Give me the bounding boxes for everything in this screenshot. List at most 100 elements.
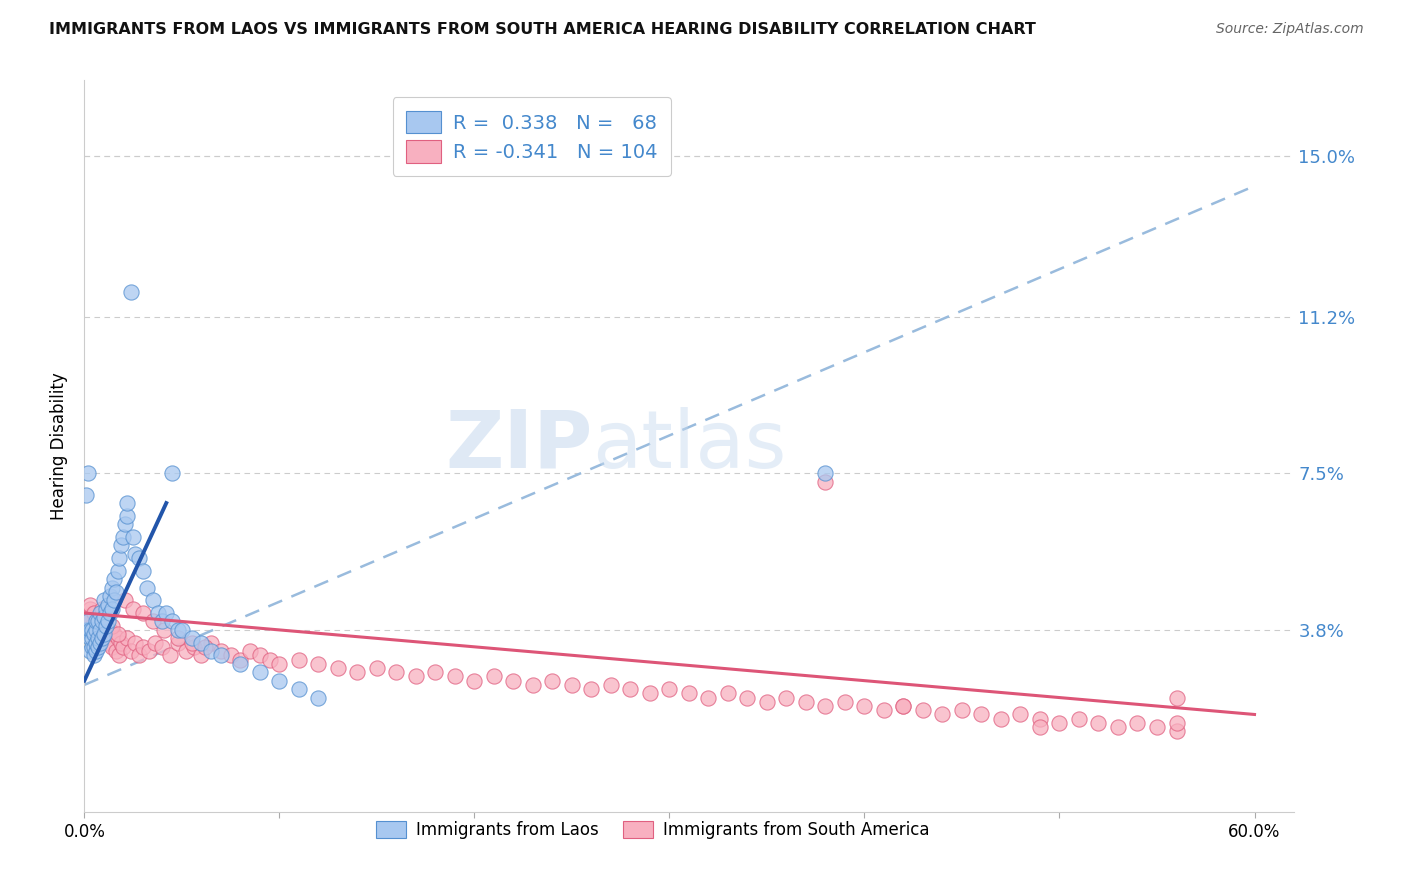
Point (970, 707, 993, 722)
Point (84, 635, 107, 649)
Point (326, 661, 349, 675)
Point (522, 678, 544, 692)
Point (1067, 712, 1090, 726)
Point (658, 682, 681, 697)
Point (132, 606, 155, 620)
Point (190, 648, 212, 663)
Point (911, 703, 934, 717)
Point (581, 682, 603, 697)
Point (120, 644, 142, 658)
Point (307, 690, 329, 705)
Point (990, 712, 1012, 726)
Point (107, 632, 129, 646)
Point (97, 635, 120, 649)
Point (82, 632, 104, 646)
Point (93, 632, 115, 646)
Point (678, 686, 700, 700)
Point (89, 623, 111, 637)
Point (112, 640, 135, 654)
Point (117, 508, 139, 523)
Point (87, 615, 110, 629)
Point (87, 615, 110, 629)
Point (83, 606, 105, 620)
Point (200, 644, 222, 658)
Point (124, 547, 146, 561)
Point (183, 640, 205, 654)
Point (405, 669, 427, 683)
Point (814, 475, 837, 489)
Point (83, 648, 105, 663)
Point (180, 635, 202, 649)
Point (180, 632, 202, 646)
Text: 0.0%: 0.0% (63, 822, 105, 840)
Point (600, 678, 623, 692)
Point (1029, 720, 1052, 734)
Point (104, 585, 127, 599)
Point (249, 665, 271, 680)
Point (94, 601, 117, 615)
Point (814, 699, 837, 714)
Point (853, 699, 876, 714)
Point (1166, 724, 1188, 739)
Point (873, 703, 896, 717)
Point (79, 632, 101, 646)
Point (98, 606, 121, 620)
Point (98, 589, 121, 603)
Point (425, 665, 447, 680)
Point (239, 644, 262, 658)
Point (541, 673, 564, 688)
Point (229, 652, 252, 666)
Point (114, 593, 136, 607)
Point (167, 632, 190, 646)
Point (82, 640, 104, 654)
Point (79, 623, 101, 637)
Point (444, 669, 467, 683)
Point (794, 695, 817, 709)
Point (249, 648, 271, 663)
Point (77, 623, 100, 637)
Point (385, 665, 408, 680)
Text: Source: ZipAtlas.com: Source: ZipAtlas.com (1216, 22, 1364, 37)
Point (100, 618, 122, 632)
Y-axis label: Hearing Disability: Hearing Disability (51, 372, 69, 520)
Point (100, 640, 122, 654)
Point (107, 627, 129, 641)
Point (814, 467, 837, 481)
Point (269, 673, 291, 688)
Point (132, 640, 155, 654)
Point (775, 690, 797, 705)
Point (104, 644, 127, 658)
Point (1166, 715, 1188, 730)
Point (82, 618, 104, 632)
Point (117, 496, 139, 510)
Point (142, 593, 165, 607)
Point (167, 623, 190, 637)
Point (561, 678, 583, 692)
Point (93, 593, 115, 607)
Point (94, 610, 117, 624)
Point (155, 606, 177, 620)
Point (79, 601, 101, 615)
Point (160, 467, 183, 481)
Point (259, 652, 281, 666)
Point (108, 551, 131, 566)
Point (619, 682, 641, 697)
Point (1146, 720, 1168, 734)
Point (87, 610, 110, 624)
Point (1049, 715, 1071, 730)
Point (83, 627, 105, 641)
Point (93, 627, 115, 641)
Point (167, 635, 190, 649)
Point (97, 598, 120, 612)
Point (103, 593, 125, 607)
Legend: Immigrants from Laos, Immigrants from South America: Immigrants from Laos, Immigrants from So… (367, 813, 938, 847)
Point (84, 623, 107, 637)
Point (174, 644, 197, 658)
Point (110, 635, 132, 649)
Point (288, 652, 311, 666)
Point (135, 581, 157, 595)
Point (931, 707, 953, 722)
Point (89, 627, 111, 641)
Point (153, 623, 176, 637)
Point (77, 610, 100, 624)
